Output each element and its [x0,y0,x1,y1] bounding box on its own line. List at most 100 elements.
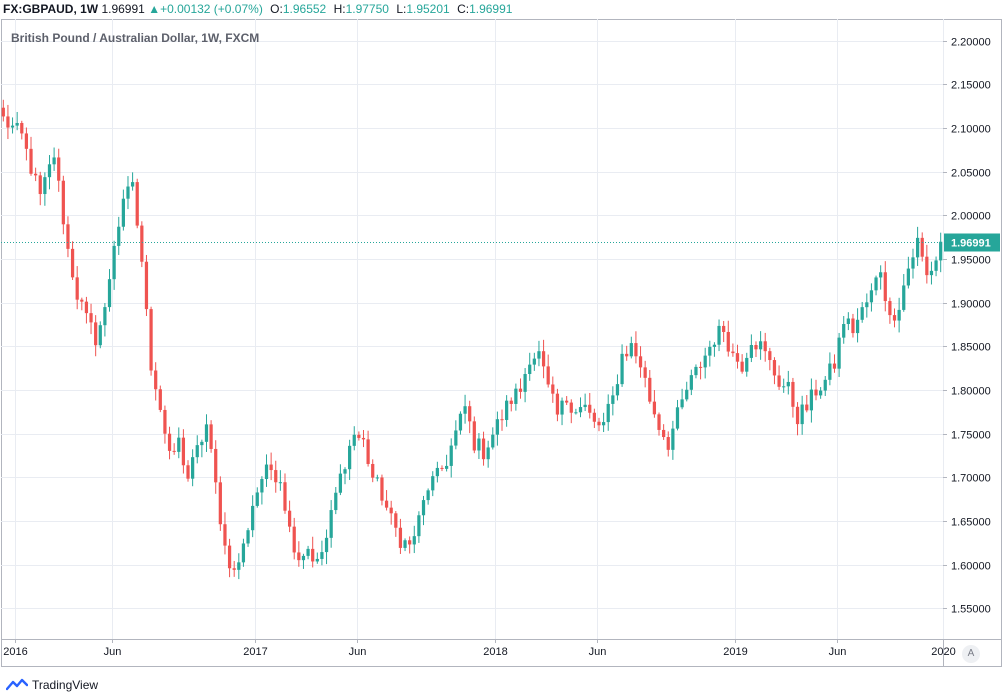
candle-body [597,421,601,426]
brand-name: TradingView [32,678,99,692]
candlestick-chart[interactable]: 1.55000 1.60000 1.65000 1.70000 1.75000 1.800… [1,19,1002,667]
candle-body [777,375,781,387]
candle-body [98,325,102,346]
candle-body [842,324,846,338]
candle-body [278,482,282,484]
candle-body [541,351,546,367]
candle-body [892,315,897,321]
candle-body [855,319,860,334]
candle-body [167,433,172,451]
candle-body [514,388,518,404]
symbol-name: FX:GBPAUD, 1W [3,2,99,16]
brand-footer[interactable]: TradingView [6,675,98,695]
x-tick-label: Jun [104,646,122,658]
candle-body [329,510,333,538]
candle-body [292,526,296,553]
candle-body [84,301,89,314]
candle-body [869,290,874,303]
auto-scale-button[interactable]: A [962,645,980,663]
candle-body [805,404,809,411]
candle-body [237,562,241,570]
candle-body [435,467,439,477]
high-value: 1.97750 [345,2,389,16]
candle-body [731,351,735,354]
y-tick-label: 1.65000 [951,517,991,529]
candle-body [468,406,472,422]
candle-body [915,237,920,258]
candle-body [89,313,93,323]
y-tick-label: 1.60000 [951,561,991,573]
chart-border [1,19,1002,667]
candle-body [357,434,361,438]
candle-body [828,363,832,380]
candle-body [625,353,629,357]
candle-body [477,438,481,451]
candle-body [191,457,195,479]
y-tick-label: 1.70000 [951,473,991,485]
candle-body [879,272,883,278]
candle-body [223,524,227,546]
candle-body [144,261,149,310]
candle-body [149,309,153,371]
candle-body [10,125,15,128]
candle-body [643,367,647,378]
candle-body [481,438,486,460]
candle-body [232,568,236,570]
candle-body [251,505,255,531]
candle-body [754,344,758,350]
candle-body [555,393,560,415]
candle-body [1,107,5,117]
candle-body [583,404,587,408]
candle-body [389,507,393,514]
candle-body [740,361,744,372]
close-value: 1.96991 [469,2,513,16]
candle-body [902,285,906,310]
candle-body [75,277,79,300]
candle-body [911,257,915,269]
candle-body [154,370,158,390]
low-value: 1.95201 [406,2,450,16]
candle-body [458,413,463,431]
candle-body [929,270,934,276]
candle-body [431,476,435,491]
candle-body [24,133,29,149]
candle-body [920,237,924,257]
candle-body [518,388,523,392]
candle-body [791,381,795,407]
candle-body [172,450,176,452]
candle-body [749,344,753,358]
last-price-tag [944,233,1000,252]
y-tick-label: 2.05000 [951,168,991,180]
candle-body [241,543,246,563]
candle-body [449,445,453,466]
candle-body [819,390,823,396]
candle-body [440,467,444,469]
candle-body [925,256,929,276]
candle-body [227,545,232,569]
candle-body [657,414,661,430]
chart-subtitle: British Pound / Australian Dollar, 1W, F… [11,31,260,45]
candle-body [745,357,749,372]
candle-body [537,351,541,359]
candle-body [615,384,620,396]
candle-body [906,268,910,286]
candle-body [204,424,209,442]
candle-body [163,409,167,434]
candle-body [634,343,638,357]
candle-body [126,186,130,199]
candle-body [260,479,264,493]
candle-body [283,482,287,511]
candle-body [274,470,278,483]
candle-body [412,536,416,545]
candle-body [495,419,500,435]
candle-body [888,301,892,316]
candle-body [311,548,315,562]
candle-body [611,395,615,404]
chart-area[interactable]: 1.55000 1.60000 1.65000 1.70000 1.75000 1.800… [1,19,1002,667]
candle-body [735,353,740,362]
candle-body [560,400,564,415]
candle-body [421,500,426,516]
candle-body [782,386,786,388]
last-price-label: 1.96991 [951,238,991,250]
candle-body [837,337,841,369]
